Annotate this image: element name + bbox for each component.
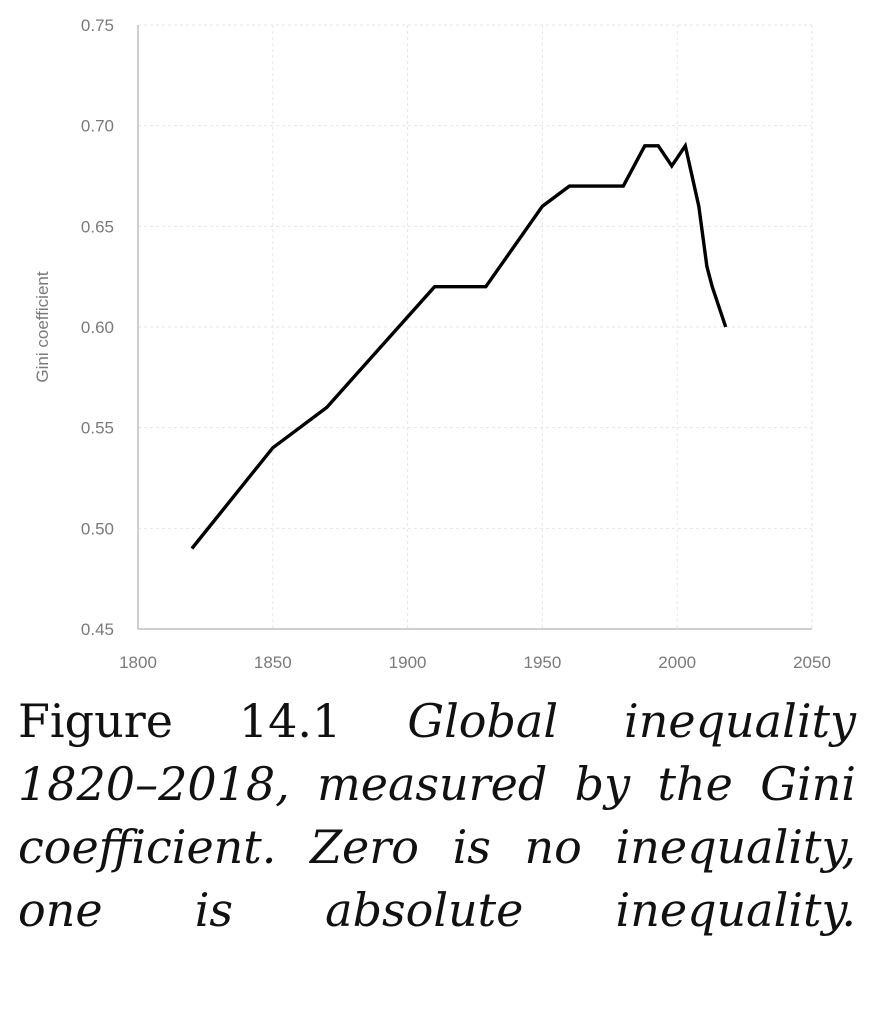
axes xyxy=(137,25,812,630)
series-line-gini xyxy=(190,141,728,550)
y-tick-label: 0.70 xyxy=(81,117,114,136)
y-tick-label: 0.45 xyxy=(81,620,114,639)
x-tick-label: 2000 xyxy=(658,653,696,672)
y-tick-label: 0.75 xyxy=(81,16,114,35)
x-tick-label: 1950 xyxy=(523,653,561,672)
gridlines xyxy=(138,24,813,629)
x-tick-labels: 1800 1850 1900 1950 2000 2050 xyxy=(119,653,831,672)
x-tick-label: 2050 xyxy=(793,653,831,672)
x-tick-label: 1800 xyxy=(119,653,157,672)
y-tick-labels: 0.45 0.50 0.55 0.60 0.65 0.70 0.75 xyxy=(81,16,114,639)
y-axis-label: Gini coefficient xyxy=(33,271,52,382)
y-tick-label: 0.65 xyxy=(81,217,114,236)
figure-description: Global inequality 1820–2018, measured by… xyxy=(18,694,857,937)
y-tick-label: 0.50 xyxy=(81,519,114,538)
x-tick-label: 1900 xyxy=(389,653,427,672)
gini-line-chart: 0.45 0.50 0.55 0.60 0.65 0.70 0.75 1800 1850 190… xyxy=(33,16,831,672)
figure-caption: Figure 14.1 Global inequality 1820–2018,… xyxy=(18,690,856,942)
y-tick-label: 0.55 xyxy=(81,419,114,438)
y-tick-label: 0.60 xyxy=(81,318,114,337)
x-tick-label: 1850 xyxy=(254,653,292,672)
figure-label: Figure 14.1 xyxy=(18,694,342,748)
